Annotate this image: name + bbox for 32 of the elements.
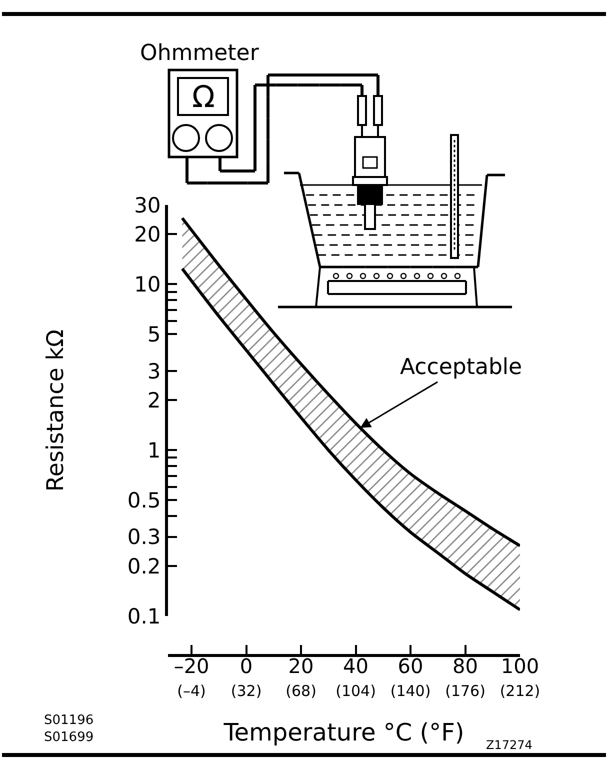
- line-series: [180, 216, 520, 548]
- x2-tick-label: (176): [445, 682, 486, 700]
- y-tick-label: 5: [147, 322, 161, 346]
- x2-tick-label: (32): [230, 682, 262, 700]
- x-tick-label: 40: [343, 654, 368, 678]
- x2-tick-label: (104): [336, 682, 376, 700]
- x-axis-title: Temperature °C (°F): [222, 718, 464, 746]
- x2-tick-label: (–4): [177, 682, 206, 700]
- y-tick-label: 30: [134, 193, 161, 218]
- x-tick-label: 60: [398, 654, 424, 678]
- y-tick-label: 3: [147, 359, 161, 384]
- x-tick-label: 20: [288, 654, 314, 678]
- text: Ohmmeter: [140, 41, 260, 66]
- y-tick-label: 20: [134, 222, 161, 247]
- x2-tick-label: (212): [500, 682, 540, 700]
- y-tick-label: 0.5: [127, 488, 161, 512]
- x-tick-label: –20: [174, 654, 210, 678]
- text: Z17274: [486, 738, 532, 752]
- y-tick-label: 0.2: [127, 554, 161, 578]
- y-tick-label: 0.3: [127, 525, 161, 550]
- x-tick-label: 0: [240, 654, 253, 678]
- text: S01196 S01699: [44, 713, 94, 745]
- x2-tick-label: (140): [390, 682, 431, 700]
- x-tick-label: 80: [452, 654, 478, 678]
- x2-tick-label: (68): [286, 682, 316, 700]
- annotation: Acceptable: [400, 355, 522, 380]
- y-tick-label: 0.1: [127, 604, 161, 628]
- y-tick-label: 2: [147, 388, 161, 412]
- x-tick-label: 100: [500, 654, 540, 678]
- y-axis-title: Resistance kΩ: [42, 329, 69, 492]
- y-tick-label: 10: [134, 272, 161, 297]
- y-tick-label: 1: [147, 438, 161, 462]
